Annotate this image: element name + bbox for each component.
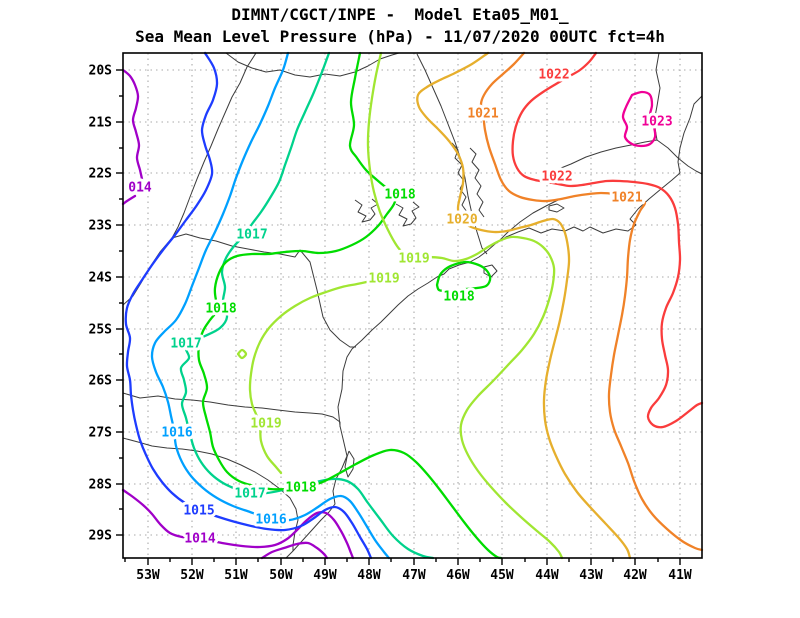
x-tick-label: 48W	[357, 568, 381, 583]
x-tick-label: 50W	[269, 568, 293, 583]
isobar-1022	[511, 51, 704, 429]
isobar-1018	[197, 51, 503, 560]
isobar-label-1019: 1019	[368, 272, 399, 287]
y-tick-label: 20S	[89, 64, 113, 79]
x-tick-label: 49W	[313, 568, 337, 583]
y-tick-label: 23S	[89, 219, 113, 234]
reservoir-4	[395, 201, 420, 227]
x-tick-label: 46W	[446, 568, 470, 583]
y-tick-label: 25S	[89, 323, 113, 338]
isobar-1014-s2	[260, 541, 329, 560]
y-tick-label: 21S	[89, 116, 113, 131]
x-tick-label: 42W	[623, 568, 647, 583]
x-tick-label: 51W	[224, 568, 248, 583]
isobar-label-1017: 1017	[170, 337, 201, 352]
x-tick-label: 41W	[668, 568, 692, 583]
isobar-1021	[479, 51, 704, 552]
isobar-1023-loop	[621, 90, 657, 148]
reservoir-1	[451, 142, 468, 213]
isobar-1019-n	[366, 51, 406, 256]
reservoir-3	[354, 198, 379, 223]
x-tick-label: 45W	[490, 568, 514, 583]
y-tick-label: 28S	[89, 478, 113, 493]
isobar-label-1016: 1016	[161, 426, 192, 441]
mg-rj-border	[539, 139, 703, 175]
island-florianopolis	[344, 450, 355, 478]
isobar-1018-loop	[435, 260, 492, 293]
x-tick-label: 44W	[535, 568, 559, 583]
isobar-label-1014: 1014	[184, 532, 215, 547]
axis-labels: 53W 52W 51W 50W 49W 48W 47W 46W 45W 44W 43W 42W 41W 2…	[89, 64, 692, 584]
coastline	[285, 95, 703, 559]
rj-sp-border	[496, 199, 559, 244]
mg-sp-border-n	[225, 52, 400, 78]
isobar-label-1019: 1019	[398, 252, 429, 267]
isobar-1014-nw	[121, 68, 144, 181]
sc-rs-border	[122, 437, 299, 551]
isobar-label-1018: 1018	[443, 290, 474, 305]
y-tick-label: 27S	[89, 426, 113, 441]
isobar-1019-e	[427, 235, 564, 560]
isobar-label-1018: 1018	[384, 188, 415, 203]
reservoir-2	[469, 147, 485, 218]
isobar-label-1022: 1022	[541, 170, 572, 185]
isobar-label-1020: 1020	[446, 213, 477, 228]
isobar-label-1017: 1017	[234, 487, 265, 502]
island-ilhabela	[483, 264, 498, 278]
isobar-label-1022: 1022	[538, 68, 569, 83]
isobar-1015	[124, 51, 373, 560]
isobar-1020	[416, 51, 632, 560]
isobar-label-1015: 1015	[183, 504, 214, 519]
plot-title-line1: DIMNT/CGCT/INPE - Model Eta05_M01_	[231, 5, 569, 24]
isobar-label-1021: 1021	[611, 191, 642, 206]
isobar-label-1021: 1021	[467, 107, 498, 122]
isobar-1014-nw-tail	[121, 194, 137, 206]
isobar-1014-s	[121, 488, 355, 560]
y-tick-label: 26S	[89, 374, 113, 389]
plot-frame	[122, 52, 703, 559]
plot-title-line2: Sea Mean Level Pressure (hPa) - 11/07/20…	[135, 27, 665, 46]
isobar-label-1018: 1018	[205, 302, 236, 317]
isobar-1017	[179, 51, 435, 560]
isobar-label-1014: 014	[128, 181, 152, 196]
isobar-1019-w	[248, 279, 373, 475]
isobar-label-1019: 1019	[250, 417, 281, 432]
axis-ticks	[116, 69, 681, 565]
isobar-labels: 014 1014 1015 1016 1016 1017 1017 1017 1018 1018 1…	[125, 65, 675, 550]
isobar-label-1023: 1023	[641, 115, 672, 130]
isobar-1016	[150, 51, 391, 560]
lake-blob	[548, 203, 565, 213]
pr-sc-border	[122, 392, 341, 427]
isobar-1019-spot	[236, 348, 248, 360]
y-tick-label: 24S	[89, 271, 113, 286]
isobar-label-1018: 1018	[285, 481, 316, 496]
y-tick-label: 22S	[89, 167, 113, 182]
x-tick-label: 43W	[579, 568, 603, 583]
y-tick-label: 29S	[89, 529, 113, 544]
x-tick-label: 53W	[136, 568, 160, 583]
x-tick-label: 47W	[402, 568, 426, 583]
isobar-label-1017: 1017	[236, 228, 267, 243]
x-tick-label: 52W	[180, 568, 204, 583]
isobar-label-1016: 1016	[255, 513, 286, 528]
